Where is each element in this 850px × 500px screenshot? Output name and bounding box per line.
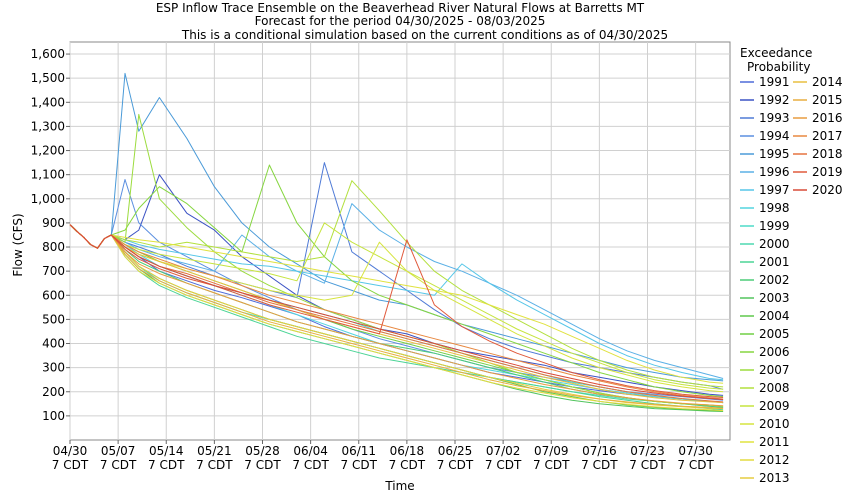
legend-label: 2018 — [812, 147, 843, 161]
legend-label: 2008 — [759, 381, 790, 395]
x-tick-zone: 7 CDT — [244, 458, 281, 472]
x-tick-zone: 7 CDT — [437, 458, 474, 472]
legend-label: 1994 — [759, 129, 790, 143]
x-tick-zone: 7 CDT — [196, 458, 233, 472]
legend-items: 1991 1992 1993 1994 1995 1996 1997 1998 1999 2000… — [740, 75, 843, 485]
legend-label: 1995 — [759, 147, 790, 161]
legend-label: 1998 — [759, 201, 790, 215]
chart-subtitle-2: This is a conditional simulation based o… — [181, 28, 668, 42]
legend: Exceedance Probability 19911992199319941… — [740, 46, 843, 485]
y-tick-label: 600 — [42, 288, 65, 302]
y-tick-label: 1,600 — [31, 47, 65, 61]
x-tick-date: 05/14 — [149, 444, 184, 458]
y-tick-label: 1,300 — [31, 119, 65, 133]
legend-label: 2006 — [759, 345, 790, 359]
legend-label: 1996 — [759, 165, 790, 179]
legend-label: 2020 — [812, 183, 843, 197]
y-tick-label: 400 — [42, 337, 65, 351]
legend-label: 2013 — [759, 471, 790, 485]
x-tick-zone: 7 CDT — [148, 458, 185, 472]
x-tick-date: 06/18 — [390, 444, 425, 458]
x-tick-zone: 7 CDT — [533, 458, 570, 472]
legend-label: 2009 — [759, 399, 790, 413]
plot-area — [69, 41, 731, 441]
x-tick-date: 06/25 — [438, 444, 473, 458]
legend-label: 2005 — [759, 327, 790, 341]
y-tick-label: 900 — [42, 216, 65, 230]
x-tick-zone: 7 CDT — [629, 458, 666, 472]
legend-label: 2001 — [759, 255, 790, 269]
chart-subtitle: Forecast for the period 04/30/2025 - 08/… — [255, 14, 546, 28]
legend-label: 2015 — [812, 93, 843, 107]
legend-title: Exceedance — [740, 46, 812, 60]
y-tick-label: 200 — [42, 385, 65, 399]
y-tick-label: 1,200 — [31, 144, 65, 158]
legend-label: 2012 — [759, 453, 790, 467]
x-tick-date: 05/07 — [101, 444, 136, 458]
x-tick-date: 05/21 — [197, 444, 232, 458]
legend-label: 2000 — [759, 237, 790, 251]
x-tick-date: 04/30 — [53, 444, 88, 458]
y-axis-label: Flow (CFS) — [11, 213, 25, 276]
y-axis-ticks: 100 200 300 400 500 600 700 800 900 1,000 1,100 1,2… — [31, 47, 70, 423]
y-tick-label: 700 — [42, 264, 65, 278]
legend-label: 1993 — [759, 111, 790, 125]
x-tick-zone: 7 CDT — [341, 458, 378, 472]
x-tick-date: 07/02 — [486, 444, 521, 458]
legend-label: 2014 — [812, 75, 843, 89]
x-tick-date: 07/09 — [534, 444, 569, 458]
x-tick-date: 06/11 — [341, 444, 376, 458]
legend-label: 2019 — [812, 165, 843, 179]
legend-label: 1999 — [759, 219, 790, 233]
x-tick-zone: 7 CDT — [389, 458, 426, 472]
y-tick-label: 800 — [42, 240, 65, 254]
legend-label: 2004 — [759, 309, 790, 323]
legend-label: 2017 — [812, 129, 843, 143]
x-tick-zone: 7 CDT — [581, 458, 618, 472]
legend-label: 2007 — [759, 363, 790, 377]
x-tick-date: 07/23 — [630, 444, 665, 458]
y-tick-label: 100 — [42, 409, 65, 423]
x-tick-date: 07/30 — [678, 444, 713, 458]
y-tick-label: 1,100 — [31, 168, 65, 182]
legend-label: 2016 — [812, 111, 843, 125]
legend-label: 1991 — [759, 75, 790, 89]
legend-label: 2002 — [759, 273, 790, 287]
x-tick-date: 07/16 — [582, 444, 617, 458]
x-tick-zone: 7 CDT — [485, 458, 522, 472]
x-tick-date: 06/04 — [293, 444, 328, 458]
y-tick-label: 1,400 — [31, 95, 65, 109]
x-axis-label: Time — [384, 479, 414, 493]
y-tick-label: 1,000 — [31, 192, 65, 206]
y-tick-label: 500 — [42, 312, 65, 326]
legend-label: 1992 — [759, 93, 790, 107]
y-tick-label: 300 — [42, 361, 65, 375]
legend-label: 2003 — [759, 291, 790, 305]
legend-subtitle: Probability — [747, 60, 810, 74]
legend-label: 2011 — [759, 435, 790, 449]
legend-label: 2010 — [759, 417, 790, 431]
legend-label: 1997 — [759, 183, 790, 197]
x-tick-zone: 7 CDT — [677, 458, 714, 472]
y-tick-label: 1,500 — [31, 71, 65, 85]
x-tick-zone: 7 CDT — [292, 458, 329, 472]
x-tick-date: 05/28 — [245, 444, 280, 458]
series-line-2020 — [69, 224, 724, 400]
series-lines — [69, 72, 724, 412]
x-tick-zone: 7 CDT — [100, 458, 137, 472]
plot-frame — [69, 41, 731, 441]
x-tick-zone: 7 CDT — [52, 458, 89, 472]
chart-title: ESP Inflow Trace Ensemble on the Beaverh… — [156, 1, 645, 15]
